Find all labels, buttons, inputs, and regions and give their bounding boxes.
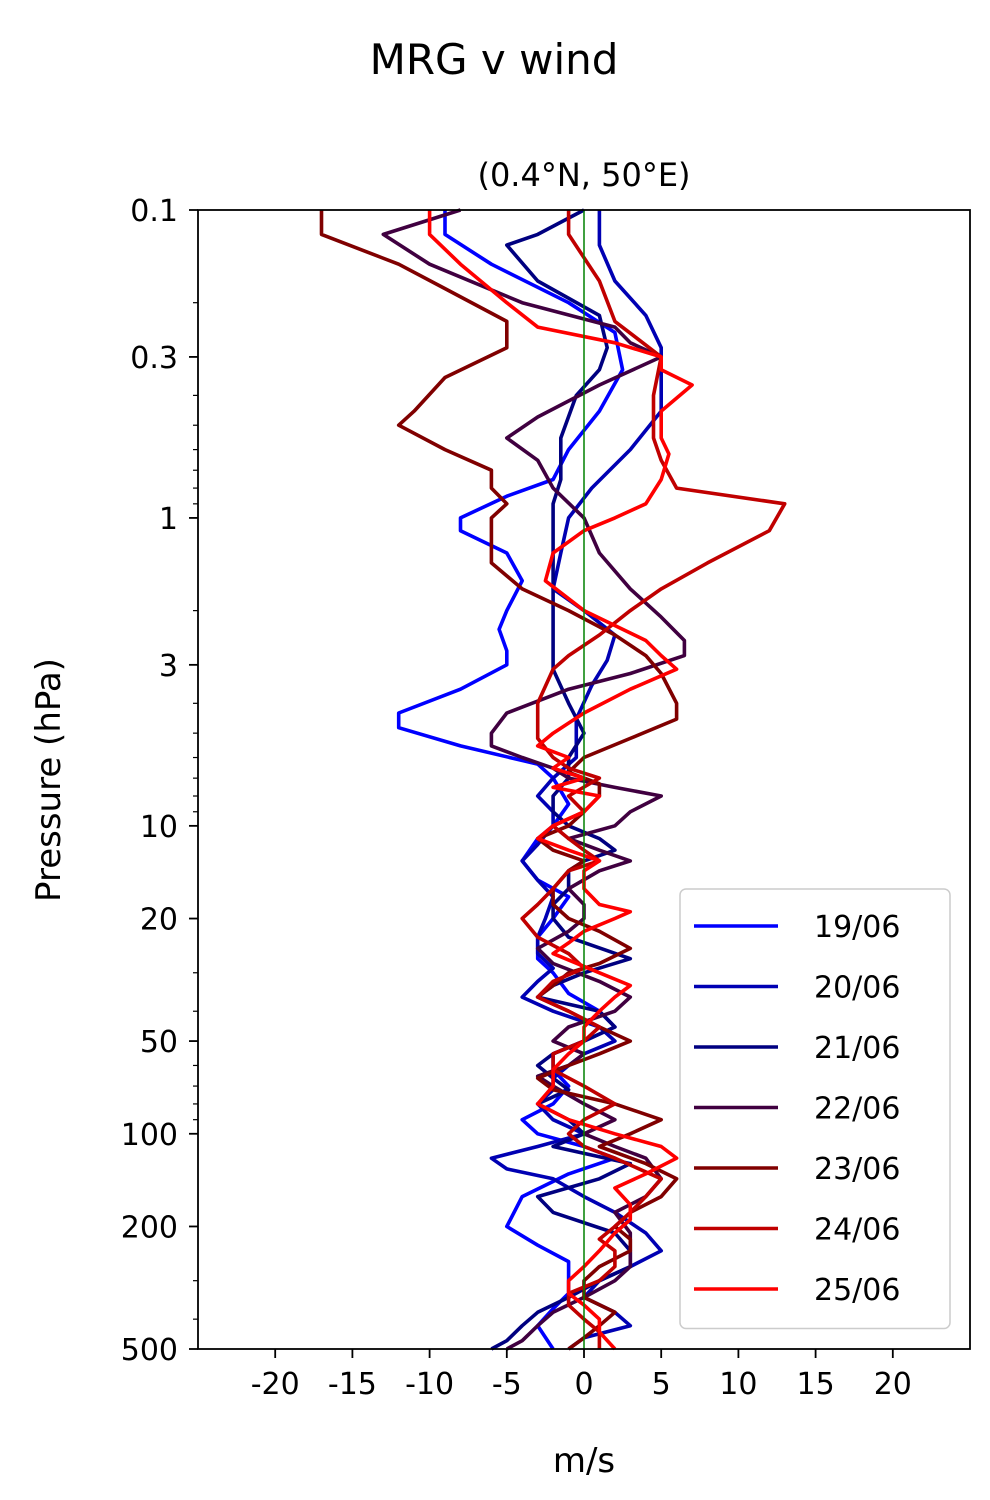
y-tick-label: 200: [121, 1210, 178, 1245]
legend-label: 22/06: [814, 1092, 900, 1127]
x-tick-label: -20: [251, 1367, 300, 1402]
y-tick-label: 500: [121, 1333, 178, 1368]
y-tick-label: 1: [159, 502, 178, 537]
legend[interactable]: 19/06 20/06 21/06 22/06 23/06 24/06 25/06: [679, 888, 951, 1330]
y-axis: 0.1 0.3 1 3 10 20 50 100 200 500: [121, 194, 198, 1368]
series-line-2: [489, 210, 663, 1351]
x-tick-label: -5: [492, 1367, 522, 1402]
y-tick-label: 100: [121, 1118, 178, 1153]
y-tick-label: 10: [140, 810, 178, 845]
series-line-7: [427, 210, 694, 1351]
legend-label: 20/06: [814, 971, 900, 1006]
x-tick-label: -15: [328, 1367, 377, 1402]
legend-box: [679, 888, 951, 1330]
legend-label: 24/06: [814, 1213, 900, 1248]
legend-label: 23/06: [814, 1152, 900, 1187]
series-line-6: [520, 210, 787, 1349]
x-tick-label: 5: [652, 1367, 671, 1402]
series-layer: [319, 208, 787, 1351]
x-tick-label: 20: [874, 1367, 912, 1402]
x-axis-label: m/s: [553, 1441, 615, 1481]
chart-title: MRG v wind: [370, 35, 619, 84]
x-tick-label: 15: [797, 1367, 835, 1402]
y-tick-label: 0.3: [130, 341, 178, 376]
x-tick-label: -10: [405, 1367, 454, 1402]
x-tick-label: 0: [574, 1367, 593, 1402]
legend-label: 21/06: [814, 1031, 900, 1066]
y-tick-label: 3: [159, 649, 178, 684]
legend-label: 25/06: [814, 1273, 900, 1308]
series-line-3: [490, 208, 633, 1351]
legend-label: 19/06: [814, 910, 900, 945]
y-tick-label: 20: [140, 903, 178, 938]
series-line-5: [319, 210, 679, 1351]
y-tick-label: 0.1: [130, 194, 178, 229]
x-tick-label: 10: [719, 1367, 757, 1402]
chart-subtitle: (0.4°N, 50°E): [477, 156, 690, 194]
x-axis: -20 -15 -10 -5 0 5 10 15 20: [251, 1349, 912, 1402]
y-tick-label: 50: [140, 1025, 178, 1060]
y-axis-label: Pressure (hPa): [29, 658, 69, 902]
